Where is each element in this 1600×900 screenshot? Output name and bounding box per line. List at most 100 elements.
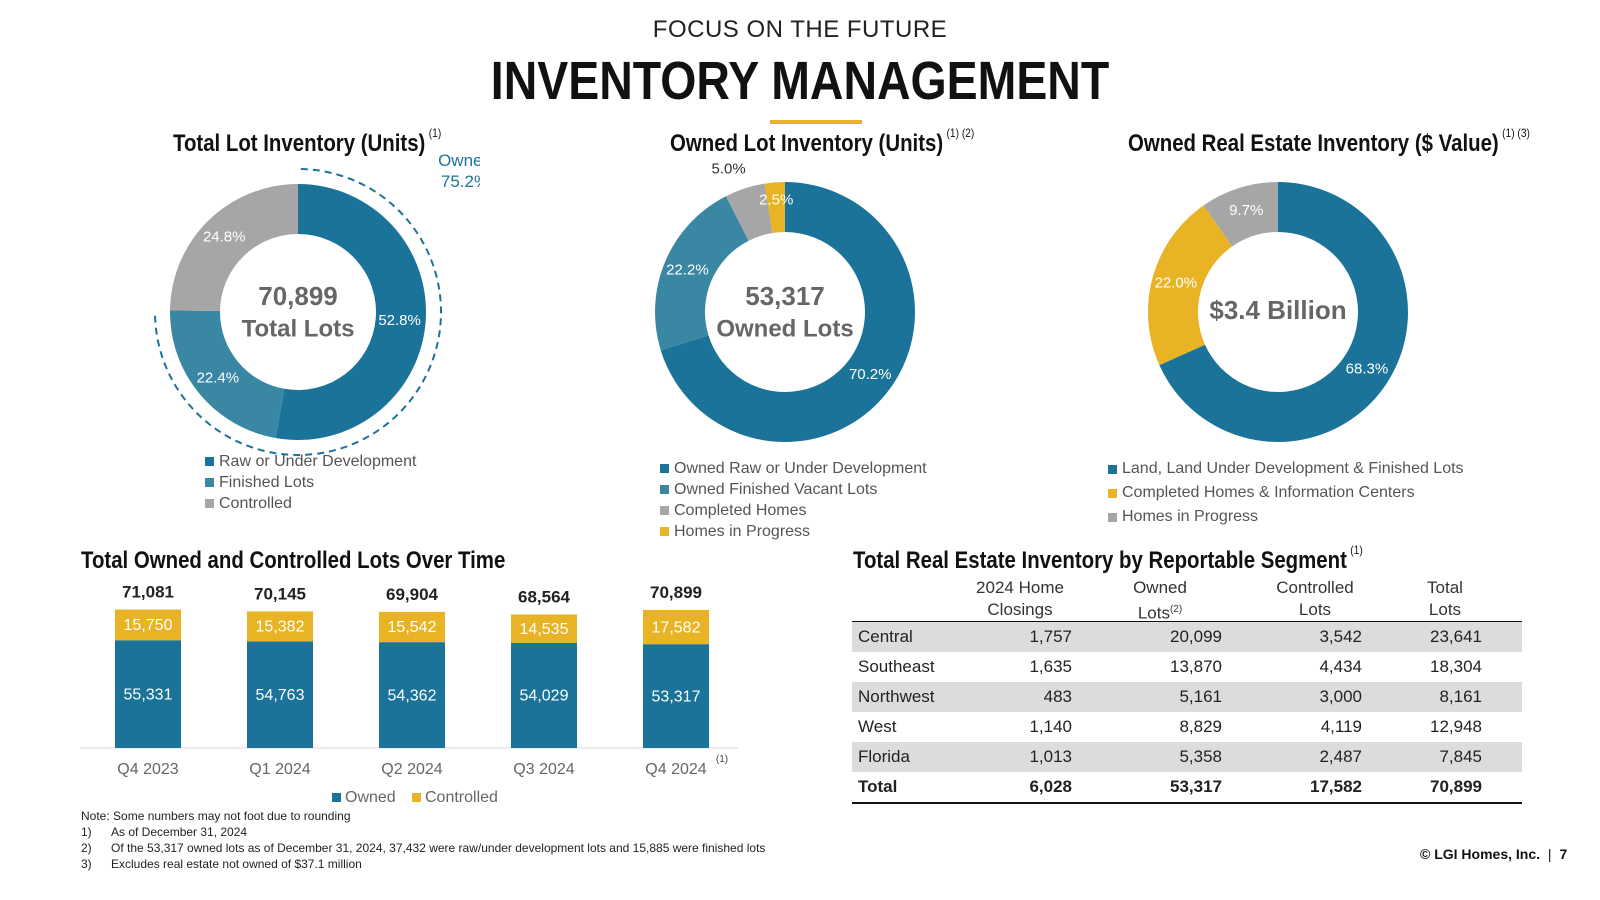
segment-value-cell: 20,099 bbox=[1107, 622, 1252, 652]
owned-lot-inventory-donut: 70.2% 22.2% 5.0% 2.5% 53,317 Owned Lots bbox=[655, 160, 915, 443]
owned-callout-value: 75.2% bbox=[441, 172, 480, 191]
bar-label-controlled-q1-2024: 15,382 bbox=[256, 619, 305, 636]
slice-owned-finished-vacant-lots bbox=[655, 196, 749, 351]
legend-label: Land, Land Under Development & Finished … bbox=[1122, 460, 1464, 477]
page-number: 7 bbox=[1559, 846, 1568, 862]
legend-item-raw-or-under-development: Raw or Under Development bbox=[205, 451, 416, 472]
legend-item-land-land-under-development-finished-lots: Land, Land Under Development & Finished … bbox=[1108, 457, 1464, 481]
segment-value-cell: 8,829 bbox=[1179, 717, 1222, 736]
slice-label-owned-finished-vacant-lots: 22.2% bbox=[666, 262, 709, 279]
segment-table-title: Total Real Estate Inventory by Reportabl… bbox=[853, 543, 1363, 574]
owned-lot-inventory-title: Owned Lot Inventory (Units) (1) (2) bbox=[670, 126, 975, 157]
bar-owned-q4-2024 bbox=[643, 644, 709, 748]
legend-swatch bbox=[1108, 512, 1117, 522]
bar-total-q4-2024: 70,899 bbox=[650, 583, 702, 602]
segment-value-cell: 1,140 bbox=[1029, 717, 1072, 736]
col-header-total-lots: Total Lots bbox=[1427, 578, 1463, 619]
segment-value-cell: 3,000 bbox=[1252, 682, 1397, 712]
total-lot-inventory-title: Total Lot Inventory (Units) (1) bbox=[173, 126, 442, 157]
slide-title: INVENTORY MANAGEMENT bbox=[490, 51, 1110, 111]
owned-real-estate-donut: 68.3% 22.0% 9.7% $3.4 Billion bbox=[1148, 182, 1408, 442]
legend-item-completed-homes-information-centers: Completed Homes & Information Centers bbox=[1108, 481, 1464, 505]
segment-name-cell: Southeast bbox=[858, 657, 935, 676]
table-row-northwest: Northwest 483 5,161 3,000 8,161 bbox=[852, 682, 1522, 712]
legend-label: Homes in Progress bbox=[1122, 508, 1259, 525]
note-3: 3) Excludes real estate not owned of $37.… bbox=[81, 857, 362, 871]
bar-owned-q1-2024 bbox=[247, 641, 313, 748]
slice-label-homes-in-progress: 2.5% bbox=[759, 191, 793, 208]
slice-label-completed-homes: 5.0% bbox=[712, 160, 746, 177]
slice-label-completed-homes-information-centers: 22.0% bbox=[1155, 275, 1198, 292]
slice-label-raw-or-under-development: 52.8% bbox=[378, 312, 421, 329]
legend-item-owned-finished-vacant-lots: Owned Finished Vacant Lots bbox=[660, 479, 927, 500]
donut-center-label: Total Lots bbox=[242, 315, 355, 342]
slice-label-finished-lots: 22.4% bbox=[197, 369, 240, 386]
segment-value-cell: 8,161 bbox=[1397, 682, 1522, 712]
segment-name-cell: West bbox=[858, 717, 897, 736]
legend-swatch bbox=[660, 464, 669, 473]
col-header-owned-lots: Owned Lots(2) bbox=[1133, 578, 1187, 623]
segment-value-cell: 70,899 bbox=[1397, 772, 1522, 804]
title-underline bbox=[770, 120, 862, 124]
slide-subtitle: FOCUS ON THE FUTURE bbox=[652, 16, 948, 43]
segment-value-cell: 4,434 bbox=[1319, 657, 1362, 676]
segment-value-cell: 483 bbox=[957, 682, 1107, 712]
owned-callout-arc bbox=[154, 168, 442, 456]
x-tick-q3-2024: Q3 2024 bbox=[513, 761, 574, 778]
slice-raw-or-under-development bbox=[275, 184, 427, 440]
owned-real-estate-title: Owned Real Estate Inventory ($ Value) (1)… bbox=[1128, 126, 1530, 157]
slice-label-land-land-under-development-finished-lots: 68.3% bbox=[1346, 361, 1389, 378]
segment-table: Central 1,757 20,099 3,542 23,641 Southeast 1,… bbox=[852, 622, 1522, 804]
slice-completed-homes-information-centers bbox=[1148, 205, 1233, 366]
bar-controlled-q4-2023 bbox=[115, 609, 181, 641]
bar-owned-q2-2024 bbox=[379, 642, 445, 748]
legend-label-owned: Owned bbox=[345, 789, 396, 806]
owned-callout-label: Owned bbox=[438, 151, 480, 170]
bar-total-q1-2024: 70,145 bbox=[254, 584, 306, 603]
legend-item-homes-in-progress: Homes in Progress bbox=[660, 521, 927, 542]
segment-value-cell: 5,161 bbox=[1107, 682, 1252, 712]
donut-center-value: $3.4 Billion bbox=[1209, 295, 1346, 325]
bar-total-q4-2023: 71,081 bbox=[122, 583, 174, 602]
legend-swatch bbox=[1108, 464, 1117, 474]
slice-homes-in-progress bbox=[1203, 182, 1278, 247]
segment-value-cell: 7,845 bbox=[1397, 742, 1522, 772]
bar-controlled-q2-2024 bbox=[379, 611, 445, 643]
legend-swatch bbox=[660, 506, 669, 515]
x-tick-q4-2023: Q4 2023 bbox=[117, 761, 178, 778]
x-tick-footnote: (1) bbox=[716, 754, 728, 765]
bar-label-owned-q4-2023: 55,331 bbox=[124, 686, 173, 703]
segment-name-cell: Total bbox=[852, 772, 957, 804]
segment-value-cell: 1,635 bbox=[1029, 657, 1072, 676]
footnotes: Note: Some numbers may not foot due to r… bbox=[81, 808, 765, 872]
segment-value-cell: 13,870 bbox=[1170, 657, 1222, 676]
legend-swatch bbox=[660, 527, 669, 536]
segment-value-cell: 1,013 bbox=[957, 742, 1107, 772]
bar-controlled-q4-2024 bbox=[643, 609, 709, 645]
segment-value-cell: 18,304 bbox=[1430, 657, 1482, 676]
legend-label: Completed Homes & Information Centers bbox=[1122, 484, 1415, 501]
bar-label-controlled-q4-2024: 17,582 bbox=[652, 619, 701, 636]
legend-swatch bbox=[205, 457, 214, 466]
slice-owned-raw-or-under-development bbox=[660, 182, 915, 443]
segment-value-cell: 5,358 bbox=[1107, 742, 1252, 772]
bar-controlled-q1-2024 bbox=[247, 611, 313, 642]
segment-name-cell: Florida bbox=[852, 742, 957, 772]
table-top-rule bbox=[852, 621, 1522, 622]
bar-total-q2-2024: 69,904 bbox=[386, 585, 439, 604]
segment-value-cell: 2,487 bbox=[1252, 742, 1397, 772]
legend-label: Finished Lots bbox=[219, 474, 315, 491]
segment-value-cell: 23,641 bbox=[1397, 622, 1522, 652]
legend-swatch-owned bbox=[332, 793, 341, 802]
bar-label-owned-q3-2024: 54,029 bbox=[520, 688, 569, 705]
segment-name-cell: Northwest bbox=[852, 682, 957, 712]
table-row-florida: Florida 1,013 5,358 2,487 7,845 bbox=[852, 742, 1522, 772]
bar-label-owned-q1-2024: 54,763 bbox=[256, 687, 305, 704]
bar-label-owned-q4-2024: 53,317 bbox=[652, 688, 701, 705]
slice-label-controlled: 24.8% bbox=[203, 228, 246, 245]
table-row-total: Total 6,028 53,317 17,582 70,899 bbox=[852, 772, 1522, 804]
x-tick-q4-2024: Q4 2024 bbox=[645, 761, 706, 778]
total-lot-inventory-legend: Raw or Under Development Finished Lots Con… bbox=[205, 451, 416, 514]
legend-item-homes-in-progress: Homes in Progress bbox=[1108, 505, 1464, 529]
legend-label: Completed Homes bbox=[674, 502, 807, 519]
